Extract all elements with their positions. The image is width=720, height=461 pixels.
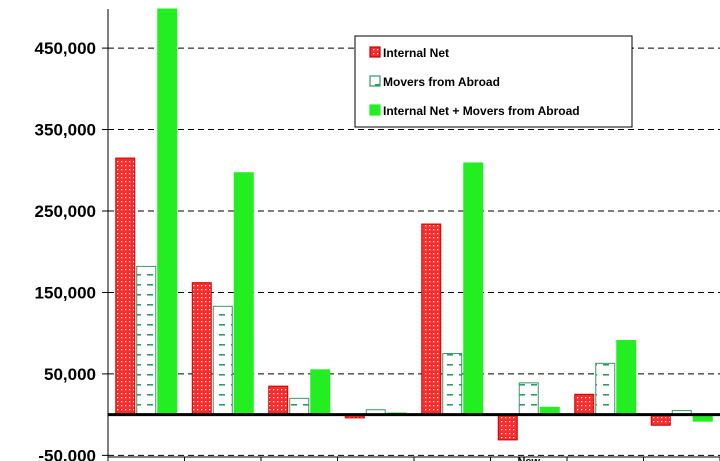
- bar: [616, 340, 637, 416]
- y-tick-label: 450,000: [35, 39, 96, 58]
- bar: [421, 223, 442, 416]
- category-label: New: [517, 456, 540, 461]
- legend-label: Movers from Abroad: [383, 75, 500, 89]
- legend: Internal Net Movers from Abroad Internal N…: [354, 35, 633, 128]
- bar: [463, 162, 484, 416]
- legend-label: Internal Net + Movers from Abroad: [383, 104, 580, 118]
- bar: [595, 362, 616, 416]
- legend-swatch: [369, 75, 381, 87]
- bar: [442, 353, 463, 416]
- legend-box: [354, 35, 633, 128]
- bar: [115, 157, 136, 416]
- bars: [115, 8, 713, 441]
- bar: [136, 265, 157, 416]
- axes: 450,000 350,000 250,000 150,000 50,000 -50,00…: [35, 9, 720, 461]
- legend-label: Internal Net: [383, 46, 449, 60]
- bar: [233, 172, 254, 416]
- y-tick-label: 150,000: [35, 283, 96, 302]
- bar: [310, 369, 331, 416]
- bar: [268, 385, 289, 416]
- y-tick-label: -50,000: [38, 446, 96, 461]
- bar: [212, 305, 233, 416]
- legend-swatch: [369, 46, 381, 58]
- y-tick-label: 350,000: [35, 121, 96, 140]
- bar: [289, 397, 310, 416]
- bar: [518, 382, 539, 416]
- y-tick-label: 50,000: [44, 365, 96, 384]
- bar: [191, 282, 212, 416]
- y-tick-label: 250,000: [35, 202, 96, 221]
- bar: [574, 393, 595, 416]
- bar: [650, 414, 671, 426]
- bar: [157, 8, 178, 416]
- legend-swatch: [369, 104, 381, 116]
- bar: [497, 414, 518, 441]
